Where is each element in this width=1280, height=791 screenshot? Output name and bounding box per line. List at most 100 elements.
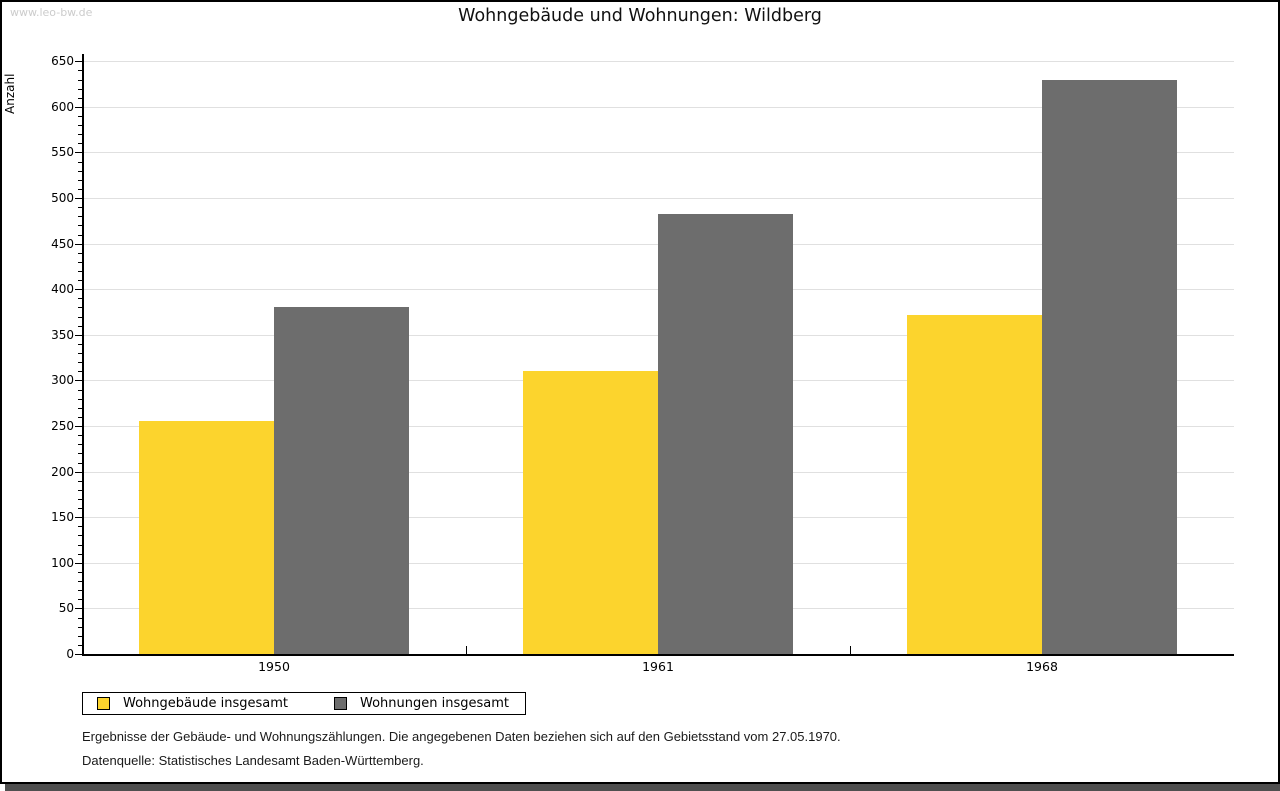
x-axis-tick-label: 1950 — [258, 659, 290, 674]
bar-wohngebäude-1961 — [523, 371, 658, 654]
y-axis-tick-label: 100 — [51, 555, 74, 570]
y-axis-tick — [75, 243, 82, 245]
bar-wohngebäude-1968 — [907, 314, 1042, 654]
y-axis-minor-tick — [78, 134, 82, 136]
y-axis-tick-label: 450 — [51, 236, 74, 251]
y-axis-minor-tick — [78, 489, 82, 491]
y-axis-minor-tick — [78, 161, 82, 163]
y-axis-minor-tick — [78, 188, 82, 190]
y-axis-minor-tick — [78, 526, 82, 528]
y-axis-minor-tick — [78, 535, 82, 537]
y-axis-minor-tick — [78, 353, 82, 355]
footer-source: Datenquelle: Statistisches Landesamt Bad… — [82, 753, 424, 768]
y-axis-minor-tick — [78, 97, 82, 99]
y-axis-tick — [75, 334, 82, 336]
y-axis-minor-tick — [78, 462, 82, 464]
y-axis-minor-tick — [78, 371, 82, 373]
y-axis-tick-label: 500 — [51, 191, 74, 206]
y-axis-minor-tick — [78, 70, 82, 72]
y-axis-minor-tick — [78, 626, 82, 628]
y-axis-tick-label: 600 — [51, 99, 74, 114]
y-axis-minor-tick — [78, 407, 82, 409]
y-axis-minor-tick — [78, 325, 82, 327]
y-axis-minor-tick — [78, 435, 82, 437]
y-axis-tick-label: 0 — [66, 647, 74, 661]
y-axis-minor-tick — [78, 298, 82, 300]
y-axis-minor-tick — [78, 398, 82, 400]
gridline — [82, 198, 1234, 200]
y-axis-tick — [75, 471, 82, 473]
y-axis-minor-tick — [78, 480, 82, 482]
gridline — [82, 152, 1234, 154]
y-axis-tick — [75, 654, 82, 655]
y-axis-tick-label: 550 — [51, 145, 74, 160]
bottom-shadow — [5, 784, 1280, 791]
legend-item: Wohnungen insgesamt — [334, 696, 509, 711]
y-axis-minor-tick — [78, 88, 82, 90]
y-axis-tick — [75, 562, 82, 564]
y-axis-minor-tick — [78, 252, 82, 254]
y-axis-minor-tick — [78, 225, 82, 227]
y-axis-minor-tick — [78, 179, 82, 181]
y-axis-minor-tick — [78, 416, 82, 418]
y-axis-line — [82, 54, 84, 656]
y-axis-minor-tick — [78, 571, 82, 573]
x-axis-tick-label: 1968 — [1026, 659, 1058, 674]
y-axis-tick-label: 200 — [51, 464, 74, 479]
bar-wohngebäude-1950 — [139, 421, 274, 654]
gridline — [82, 61, 1234, 63]
y-axis-minor-tick — [78, 599, 82, 601]
legend-swatch-icon — [334, 697, 347, 710]
y-axis-minor-tick — [78, 170, 82, 172]
y-axis-minor-tick — [78, 216, 82, 218]
y-axis-tick — [75, 517, 82, 519]
legend: Wohngebäude insgesamt Wohnungen insgesamt — [82, 692, 526, 715]
y-axis-tick-label: 150 — [51, 510, 74, 525]
x-axis-tick — [466, 646, 467, 654]
legend-label: Wohngebäude insgesamt — [123, 696, 288, 711]
y-axis-minor-tick — [78, 453, 82, 455]
y-axis-minor-tick — [78, 343, 82, 345]
x-axis-tick-label: 1961 — [642, 659, 674, 674]
bar-wohnungen-1968 — [1042, 79, 1177, 654]
y-axis-minor-tick — [78, 307, 82, 309]
y-axis-minor-tick — [78, 581, 82, 583]
y-axis-minor-tick — [78, 498, 82, 500]
x-axis-tick — [850, 646, 851, 654]
legend-swatch-icon — [97, 697, 110, 710]
y-axis-minor-tick — [78, 617, 82, 619]
footer-note: Ergebnisse der Gebäude- und Wohnungszähl… — [82, 729, 841, 744]
y-axis-minor-tick — [78, 261, 82, 263]
legend-label: Wohnungen insgesamt — [360, 696, 509, 711]
y-axis-tick — [75, 152, 82, 154]
y-axis-tick-label: 50 — [58, 601, 74, 616]
y-axis-minor-tick — [78, 207, 82, 209]
y-axis-tick-label: 400 — [51, 282, 74, 297]
x-axis-line — [82, 654, 1234, 656]
y-axis-title: Anzahl — [3, 73, 17, 114]
y-axis-minor-tick — [78, 362, 82, 364]
y-axis-tick-label: 650 — [51, 54, 74, 69]
watermark: www.leo-bw.de — [10, 6, 93, 19]
y-axis-minor-tick — [78, 271, 82, 273]
y-axis-minor-tick — [78, 280, 82, 282]
y-axis-tick — [75, 426, 82, 428]
legend-item: Wohngebäude insgesamt — [97, 696, 288, 711]
y-axis-minor-tick — [78, 234, 82, 236]
y-axis-minor-tick — [78, 125, 82, 127]
y-axis-tick-label: 300 — [51, 373, 74, 388]
y-axis-tick — [75, 198, 82, 200]
y-axis-tick — [75, 106, 82, 108]
y-axis-minor-tick — [78, 143, 82, 145]
gridline — [82, 106, 1234, 108]
y-axis-tick — [75, 380, 82, 382]
y-axis-minor-tick — [78, 508, 82, 510]
y-axis-minor-tick — [78, 553, 82, 555]
y-axis-minor-tick — [78, 116, 82, 117]
y-axis-minor-tick — [78, 635, 82, 637]
y-axis-minor-tick — [78, 644, 82, 646]
y-axis-minor-tick — [78, 79, 82, 81]
y-axis-minor-tick — [78, 444, 82, 446]
